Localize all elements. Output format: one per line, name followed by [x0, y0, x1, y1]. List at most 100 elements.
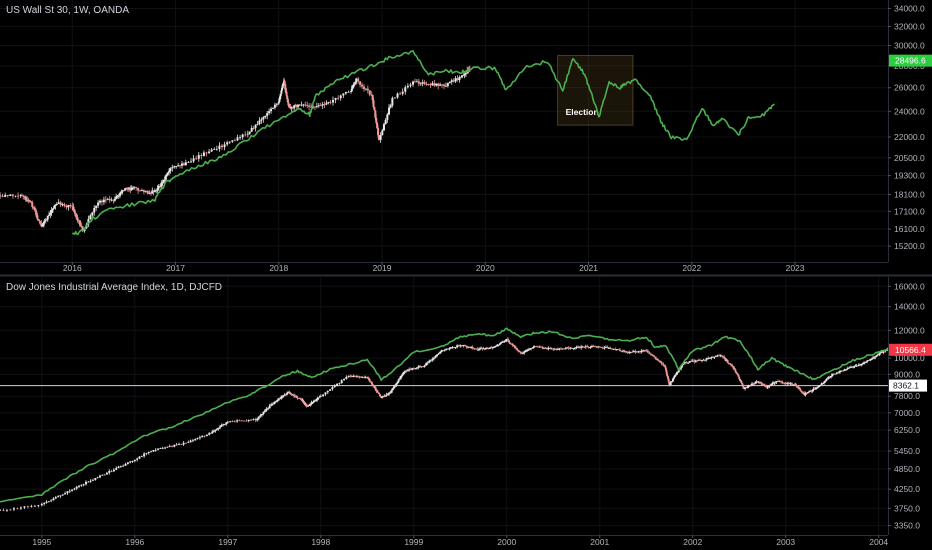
- bottom-time-axis[interactable]: 1995 1996 1997 1998 1999 2000 2001 2002 2003 2004: [32, 535, 888, 547]
- candle-body: [399, 375, 402, 379]
- candle-body: [126, 188, 129, 190]
- candle-body: [510, 343, 513, 345]
- candle-body: [173, 166, 176, 168]
- candle-body: [77, 220, 80, 222]
- bottom-chart-panel[interactable]: Dow Jones Industrial Average Index, 1D, …: [0, 277, 932, 547]
- candle-body: [662, 363, 665, 366]
- candle-body: [300, 104, 303, 106]
- candle-body: [66, 491, 69, 494]
- candle-body: [155, 190, 158, 191]
- candle-body: [45, 501, 48, 503]
- candle-body: [664, 367, 667, 369]
- candle-body: [669, 382, 672, 386]
- candle-body: [860, 364, 863, 366]
- candle-body: [19, 507, 22, 509]
- candle-body: [592, 346, 595, 347]
- candle-body: [710, 357, 713, 359]
- candle-body: [693, 360, 696, 362]
- candle-body: [737, 374, 740, 377]
- bottom-chart-title: Dow Jones Industrial Average Index, 1D, …: [6, 282, 222, 293]
- candle-body: [454, 78, 457, 82]
- candle-body: [609, 348, 612, 350]
- candle-body: [164, 447, 167, 449]
- candle-body: [120, 191, 123, 193]
- last-price-badge: [889, 343, 932, 356]
- top-time-axis[interactable]: 2016 2017 2018 2019 2020 2021 2022 2023: [63, 262, 805, 273]
- candle-body: [187, 162, 190, 163]
- candle-body: [856, 365, 859, 367]
- candle-body: [290, 107, 293, 109]
- y-tick-label: 16100.0: [894, 224, 925, 234]
- candle-body: [55, 203, 58, 206]
- y-tick-label: 14000.0: [894, 302, 925, 312]
- candle-body: [421, 82, 424, 84]
- candle-body: [327, 101, 330, 103]
- candle-body: [159, 186, 162, 187]
- candle-body: [375, 389, 378, 392]
- green-overlay-series-line[interactable]: [0, 327, 889, 503]
- candle-body: [305, 405, 308, 407]
- y-tick-label: 20500.0: [894, 153, 925, 163]
- candle-body: [297, 104, 300, 107]
- candle-body: [190, 161, 193, 163]
- candle-body: [286, 98, 289, 103]
- candle-body: [361, 377, 364, 379]
- x-tick-label: 2016: [63, 263, 82, 273]
- candle-body: [754, 381, 757, 384]
- candle-body: [766, 385, 769, 388]
- candle-body: [221, 145, 223, 148]
- candle-body: [422, 366, 425, 368]
- candle-body: [265, 408, 268, 411]
- candlestick-series[interactable]: [0, 65, 471, 233]
- candle-body: [720, 355, 723, 357]
- candle-body: [425, 363, 428, 366]
- candle-body: [837, 372, 840, 374]
- candle-body: [152, 190, 155, 192]
- candle-body: [458, 76, 461, 80]
- candle-body: [598, 346, 601, 348]
- candlestick-series[interactable]: [0, 337, 889, 512]
- candle-body: [29, 201, 32, 203]
- top-price-axis[interactable]: 15200.0 16100.0 17100.0 18100.0 19300.0 20500…: [888, 4, 932, 251]
- candle-body: [863, 362, 866, 364]
- candle-body: [40, 223, 43, 227]
- green-overlay-series-line[interactable]: [71, 50, 775, 236]
- bottom-price-axis[interactable]: 3350.0 3750.0 4250.0 4850.0 5450.0 6250.0 7000…: [888, 281, 932, 531]
- candle-body: [465, 346, 468, 347]
- candle-body: [275, 103, 278, 105]
- candle-body: [205, 434, 208, 436]
- candle-body: [220, 425, 223, 427]
- top-chart-panel[interactable]: Election US Wall St 30, 1W, OANDA 15200.…: [0, 0, 932, 273]
- candle-body: [527, 349, 530, 351]
- candle-body: [329, 389, 332, 391]
- candle-body: [880, 352, 883, 354]
- candle-body: [284, 89, 287, 92]
- candle-body: [296, 397, 299, 399]
- candle-body: [264, 410, 267, 412]
- top-chart-title: US Wall St 30, 1W, OANDA: [6, 5, 129, 16]
- candle-body: [567, 347, 570, 349]
- candle-body: [460, 345, 463, 346]
- candle-body: [266, 112, 269, 116]
- candle-body: [747, 386, 750, 388]
- candle-body: [294, 396, 297, 398]
- candle-body: [73, 488, 76, 490]
- candle-body: [759, 382, 762, 384]
- candle-body: [264, 115, 267, 118]
- candle-body: [78, 485, 81, 487]
- candle-body: [480, 348, 483, 350]
- candle-body: [212, 431, 215, 432]
- candle-body: [165, 174, 168, 177]
- candle-body: [278, 98, 281, 102]
- candle-body: [304, 104, 307, 106]
- candle-body: [246, 133, 249, 135]
- candle-body: [734, 369, 737, 372]
- candle-body: [283, 80, 286, 84]
- candle-body: [153, 190, 156, 192]
- candle-body: [530, 348, 533, 349]
- candle-body: [774, 382, 777, 383]
- candle-body: [31, 202, 34, 208]
- candle-body: [260, 413, 263, 416]
- x-tick-label: 2002: [683, 537, 702, 547]
- candle-body: [138, 456, 141, 459]
